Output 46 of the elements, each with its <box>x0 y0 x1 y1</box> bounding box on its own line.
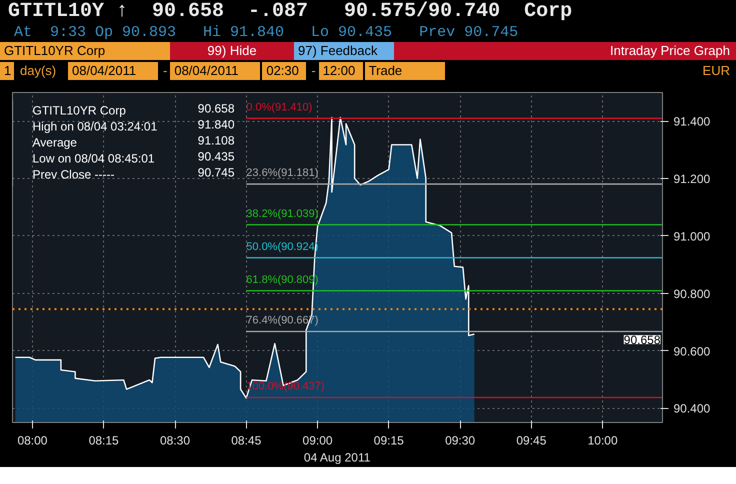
chart-title: GTITL10Y ↑ 90.658 -.087 90.575/90.740 Corp <box>7 0 574 24</box>
text: Intraday Price Graph <box>610 42 730 60</box>
text: - <box>163 62 168 80</box>
x-tick-label: 08:30 <box>160 434 190 448</box>
annotation: 90.658 <box>624 333 661 348</box>
y-tick-label: 91.000 <box>674 229 711 244</box>
annotation: 91.108 <box>198 134 235 148</box>
annotation: Average <box>32 136 78 150</box>
y-tick-label: 90.800 <box>674 286 711 301</box>
y-tick-label: 91.200 <box>674 172 711 186</box>
x-tick-label: 09:15 <box>374 434 404 448</box>
x-tick-label: 08:00 <box>17 434 48 448</box>
x-tick-label: 09:00 <box>302 434 333 448</box>
text: 02:30 <box>262 62 306 80</box>
text: 97) Feedback <box>294 42 394 60</box>
text: Trade <box>364 62 445 80</box>
text: 12:00 <box>318 62 363 80</box>
text: 08/04/2011 <box>68 62 158 80</box>
text: - <box>311 62 316 80</box>
annotation: 90.435 <box>198 150 235 164</box>
x-tick-label: 09:45 <box>516 434 547 448</box>
text: EUR <box>702 62 730 80</box>
text: day(s) <box>16 62 66 80</box>
annotation: 91.840 <box>198 118 235 132</box>
x-axis-title: 04 Aug 2011 <box>304 450 371 464</box>
text: GTITL10YR Corp <box>0 42 170 60</box>
y-tick-label: 90.600 <box>674 344 711 358</box>
annotation: High on 08/04 03:24:01 <box>32 120 158 134</box>
ref-line-label: 23.6%(91.181) <box>246 167 318 180</box>
chart-subtitle: At 9:33 Op 90.893 Hi 91.840 Lo 90.435 Prev 90.745 <box>13 24 520 42</box>
annotation: Low on 08/04 08:45:01 <box>32 152 155 166</box>
y-tick-label: 91.400 <box>674 114 711 129</box>
x-tick-label: 10:00 <box>588 434 618 448</box>
annotation: 90.745 <box>198 166 235 180</box>
ref-line-label: 0.0%(91.410) <box>246 101 312 114</box>
x-tick-label: 08:45 <box>231 434 262 448</box>
annotation: Prev Close ----- <box>32 168 115 182</box>
x-tick-label: 09:30 <box>445 434 476 448</box>
text: 08/04/2011 <box>170 62 260 80</box>
ref-line-label: 38.2%(91.039) <box>246 208 318 220</box>
y-tick-label: 90.400 <box>674 402 711 416</box>
annotation: GTITL10YR Corp <box>32 104 126 118</box>
x-tick-label: 08:15 <box>88 434 120 448</box>
annotation: 90.658 <box>198 102 235 116</box>
text: 1 <box>0 62 14 80</box>
text: 99) Hide <box>172 42 292 60</box>
